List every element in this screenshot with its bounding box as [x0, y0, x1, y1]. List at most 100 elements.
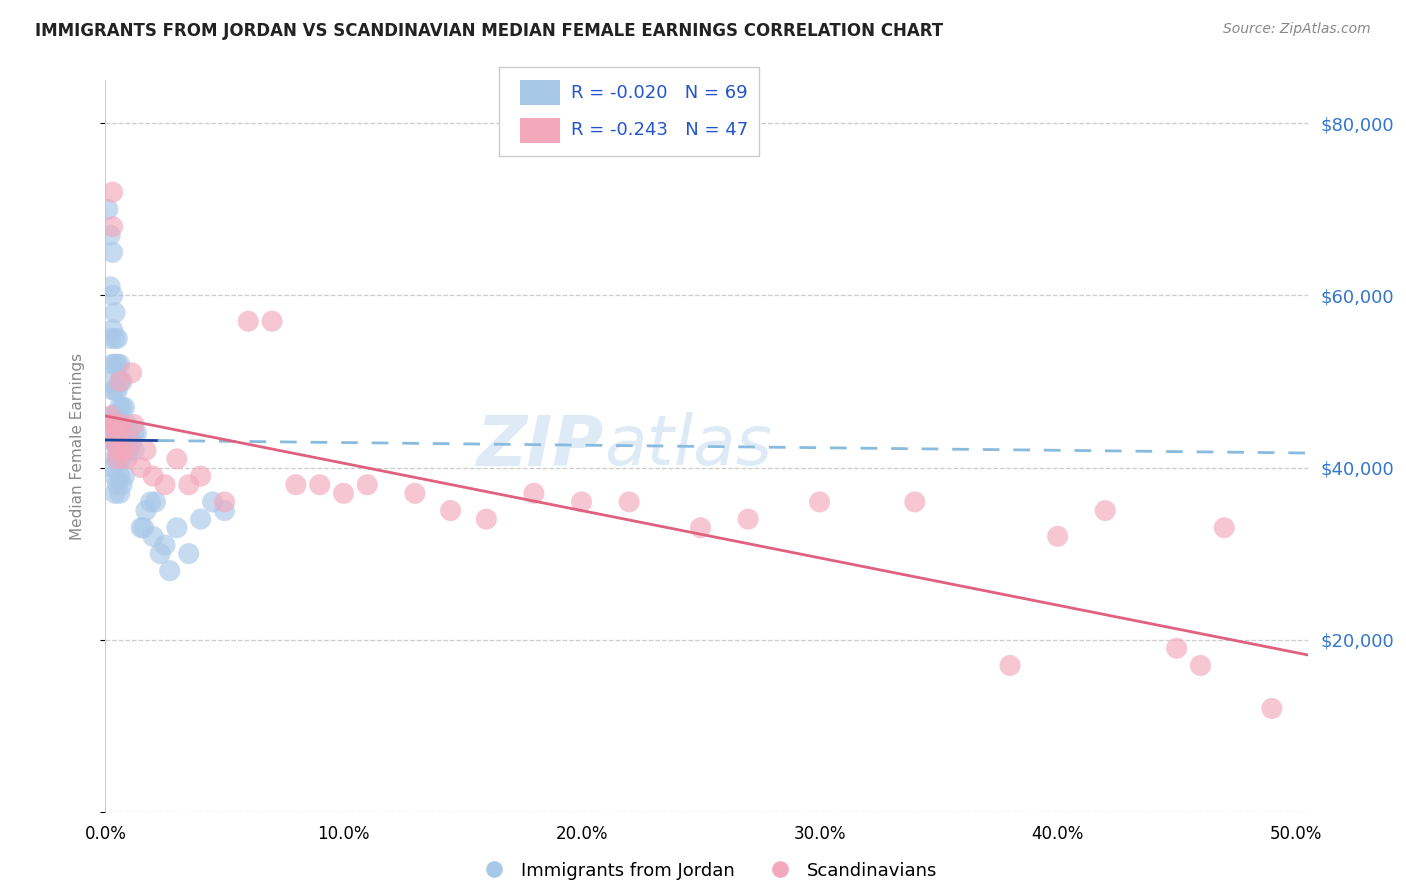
Point — [104, 451, 127, 466]
Point — [104, 305, 127, 319]
Point — [105, 451, 128, 466]
Point — [104, 357, 127, 371]
Point — [118, 443, 141, 458]
Text: R = -0.020   N = 69: R = -0.020 N = 69 — [571, 84, 748, 102]
Point — [121, 434, 143, 449]
Point — [104, 331, 127, 345]
Point — [122, 426, 145, 441]
Point — [214, 503, 236, 517]
Point — [153, 538, 176, 552]
Point — [97, 426, 120, 441]
Point — [153, 477, 176, 491]
Point — [97, 202, 120, 217]
Point — [284, 477, 307, 491]
Point — [115, 451, 138, 466]
Point — [129, 460, 152, 475]
Point — [332, 486, 354, 500]
Point — [97, 417, 120, 432]
Point — [108, 375, 131, 389]
Point — [105, 451, 128, 466]
Point — [101, 434, 124, 449]
Point — [101, 460, 124, 475]
Point — [1094, 503, 1116, 517]
Point — [105, 434, 128, 449]
Point — [98, 375, 121, 389]
Point — [1189, 658, 1212, 673]
Text: atlas: atlas — [605, 412, 772, 480]
Point — [145, 495, 167, 509]
Point — [118, 434, 141, 449]
Point — [101, 245, 124, 260]
Point — [111, 375, 134, 389]
Point — [129, 521, 152, 535]
Point — [101, 323, 124, 337]
Point — [104, 434, 127, 449]
Point — [1166, 641, 1188, 656]
Point — [104, 409, 127, 423]
Point — [108, 357, 131, 371]
Point — [125, 426, 148, 441]
Point — [111, 417, 134, 432]
Point — [1046, 529, 1069, 543]
Point — [190, 469, 212, 483]
Text: IMMIGRANTS FROM JORDAN VS SCANDINAVIAN MEDIAN FEMALE EARNINGS CORRELATION CHART: IMMIGRANTS FROM JORDAN VS SCANDINAVIAN M… — [35, 22, 943, 40]
Point — [166, 521, 188, 535]
Point — [108, 417, 131, 432]
Point — [689, 521, 711, 535]
Point — [149, 547, 172, 561]
Point — [101, 288, 124, 302]
Point — [108, 469, 131, 483]
Point — [108, 401, 131, 415]
Point — [201, 495, 224, 509]
Point — [98, 280, 121, 294]
Point — [118, 426, 141, 441]
Point — [523, 486, 546, 500]
Point — [111, 477, 134, 491]
Point — [1213, 521, 1236, 535]
Point — [105, 477, 128, 491]
Point — [121, 366, 143, 380]
Point — [98, 228, 121, 243]
Point — [104, 434, 127, 449]
Point — [105, 357, 128, 371]
Point — [105, 383, 128, 397]
Point — [98, 331, 121, 345]
Text: ZIP: ZIP — [477, 412, 605, 480]
Point — [214, 495, 236, 509]
Point — [108, 434, 131, 449]
Point — [439, 503, 461, 517]
Point — [308, 477, 330, 491]
Point — [108, 451, 131, 466]
Point — [404, 486, 426, 500]
Point — [998, 658, 1021, 673]
Point — [115, 417, 138, 432]
Point — [139, 495, 162, 509]
Point — [114, 443, 136, 458]
Point — [105, 426, 128, 441]
Point — [111, 451, 134, 466]
Point — [111, 426, 134, 441]
Point — [108, 486, 131, 500]
Point — [114, 443, 136, 458]
Point — [142, 469, 165, 483]
Point — [177, 547, 200, 561]
Point — [101, 357, 124, 371]
Point — [104, 486, 127, 500]
Point — [737, 512, 759, 526]
Point — [101, 383, 124, 397]
Point — [101, 219, 124, 234]
Point — [122, 443, 145, 458]
Point — [114, 469, 136, 483]
Point — [114, 401, 136, 415]
Point — [122, 417, 145, 432]
Point — [475, 512, 498, 526]
Point — [108, 375, 131, 389]
Point — [904, 495, 927, 509]
Point — [135, 503, 157, 517]
Point — [115, 443, 138, 458]
Point — [356, 477, 378, 491]
Legend: Immigrants from Jordan, Scandinavians: Immigrants from Jordan, Scandinavians — [468, 855, 945, 887]
Point — [177, 477, 200, 491]
Point — [105, 331, 128, 345]
Point — [159, 564, 181, 578]
